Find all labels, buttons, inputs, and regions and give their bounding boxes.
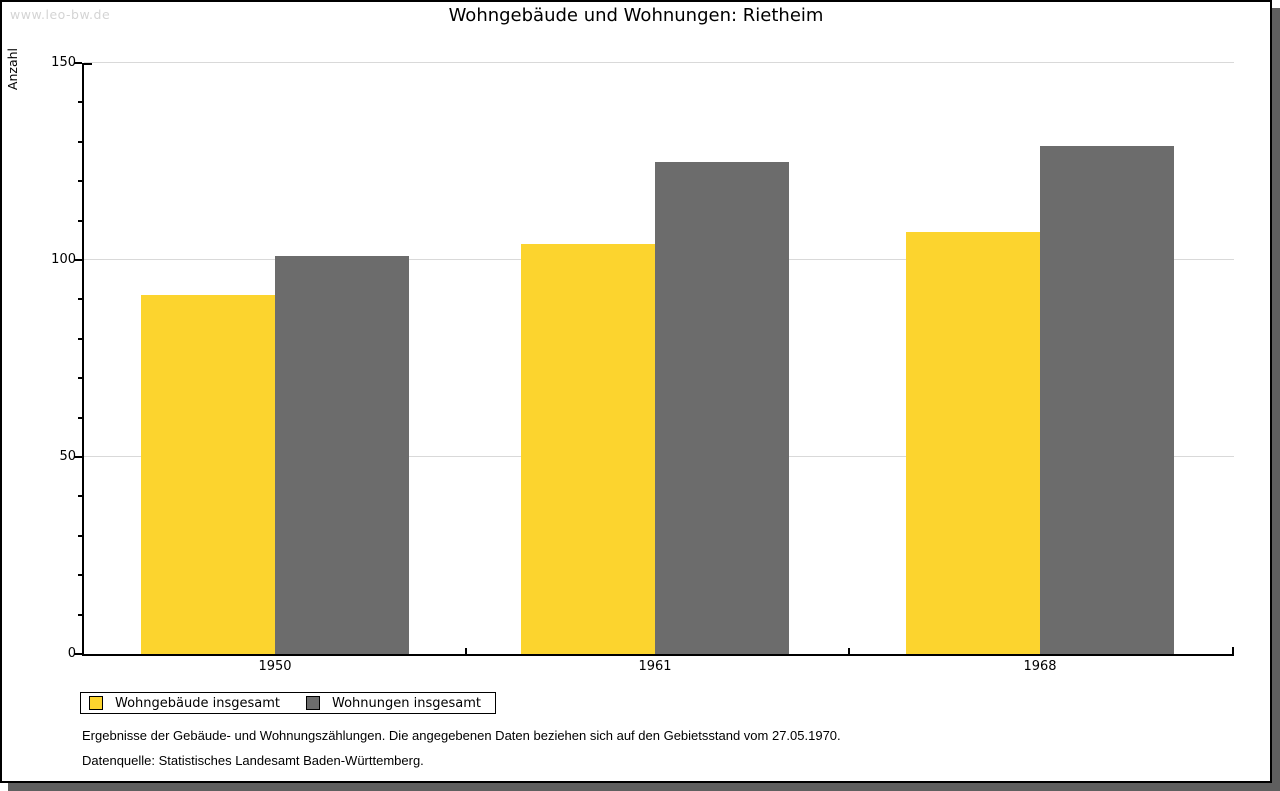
x-group-tick <box>847 648 850 654</box>
x-group-tick <box>465 648 467 654</box>
legend-item-wohngeb-ude-insgesamt: Wohngebäude insgesamt <box>89 696 280 711</box>
y-minor-tick <box>78 101 82 104</box>
footnote-gebietsstand: Ergebnisse der Gebäude- und Wohnungszähl… <box>82 728 841 743</box>
y-tick-label: 150 <box>51 55 76 70</box>
gridline-150 <box>84 62 1234 63</box>
axis-end-tick-right <box>1232 647 1234 654</box>
x-tick-label-1968: 1968 <box>1023 659 1057 674</box>
plot-area: 0 50 100 150 1950 1961 1968 <box>51 55 1234 674</box>
y-minor-tick <box>78 534 82 537</box>
legend-label: Wohngebäude insgesamt <box>115 695 280 711</box>
legend-item-wohnungen-insgesamt: Wohnungen insgesamt <box>306 696 481 711</box>
y-major-tick <box>74 456 82 458</box>
bar-wohngeb-ude-insgesamt-1961 <box>521 244 655 654</box>
y-minor-tick <box>78 377 82 380</box>
legend-label: Wohnungen insgesamt <box>332 695 481 711</box>
y-minor-tick <box>78 574 82 577</box>
bar-wohngeb-ude-insgesamt-1950 <box>141 295 275 654</box>
y-minor-tick <box>78 298 82 301</box>
legend-swatch-wohngeb-ude-insgesamt <box>89 696 103 710</box>
y-minor-tick <box>78 495 82 498</box>
watermark: www.leo-bw.de <box>10 7 111 22</box>
y-tick-label: 0 <box>67 646 76 661</box>
legend: Wohngebäude insgesamt Wohnungen insgesamt <box>80 692 496 714</box>
footnote-datenquelle: Datenquelle: Statistisches Landesamt Bad… <box>82 753 424 768</box>
legend-swatch-wohnungen-insgesamt <box>306 696 320 710</box>
y-major-tick <box>74 653 82 655</box>
axis-end-tick-top <box>82 63 92 65</box>
y-minor-tick <box>78 337 82 340</box>
bar-wohnungen-insgesamt-1961 <box>655 161 789 654</box>
x-tick-label-1961: 1961 <box>638 659 672 674</box>
y-minor-tick <box>78 416 82 419</box>
bar-wohnungen-insgesamt-1968 <box>1040 145 1174 654</box>
bar-wohnungen-insgesamt-1950 <box>275 256 409 654</box>
y-axis-label: Anzahl <box>5 48 20 91</box>
y-minor-tick <box>78 219 82 222</box>
y-minor-tick <box>78 180 82 183</box>
y-tick-label: 100 <box>51 252 76 267</box>
y-major-tick <box>74 259 82 261</box>
chart-title: Wohngebäude und Wohnungen: Rietheim <box>448 5 824 26</box>
y-minor-tick <box>78 613 82 616</box>
y-tick-label: 50 <box>59 449 76 464</box>
x-tick-label-1950: 1950 <box>258 659 292 674</box>
y-major-tick <box>74 62 82 64</box>
bar-wohngeb-ude-insgesamt-1968 <box>906 232 1040 654</box>
y-minor-tick <box>78 140 82 143</box>
